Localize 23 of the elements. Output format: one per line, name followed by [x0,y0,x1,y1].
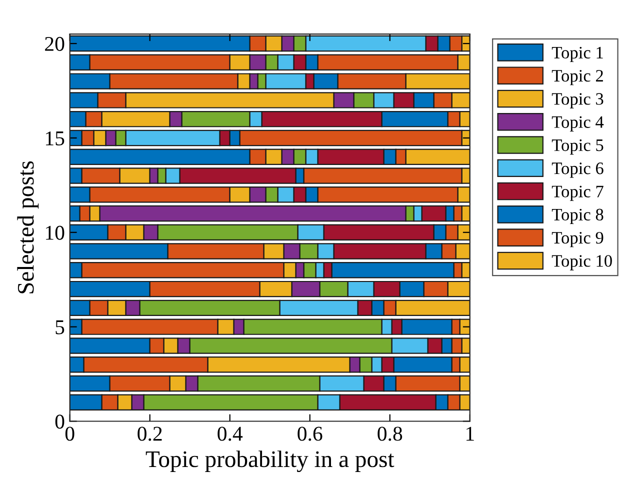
legend-label: Topic 6 [552,162,604,178]
y-tick-label: 20 [45,36,64,51]
legend-label: Topic 1 [552,46,603,62]
y-tick-label: 10 [46,226,64,240]
x-tick-label: 0.4 [218,426,243,441]
legend-label: Topic 4 [552,116,604,132]
legend-label: Topic 2 [552,70,603,86]
legend-label: Topic 3 [552,93,604,108]
legend-label: Topic 10 [552,255,612,270]
legend-label: Topic 5 [552,139,604,155]
x-axis-title: Topic probability in a post [146,450,394,472]
x-tick-label: 0 [65,426,74,441]
y-tick-label: 0 [55,414,64,429]
x-tick-label: 0.2 [138,426,162,441]
legend-label: Topic 8 [552,208,604,224]
y-tick-label: 15 [46,131,64,146]
y-tick-label: 5 [56,320,64,334]
legend-label: Topic 7 [552,186,604,201]
x-tick-label: 1 [466,426,474,441]
x-tick-label: 0.8 [378,426,402,441]
x-tick-label: 0.6 [298,426,322,441]
legend-label: Topic 9 [552,232,604,248]
y-axis-title: Selected posts [17,161,39,294]
